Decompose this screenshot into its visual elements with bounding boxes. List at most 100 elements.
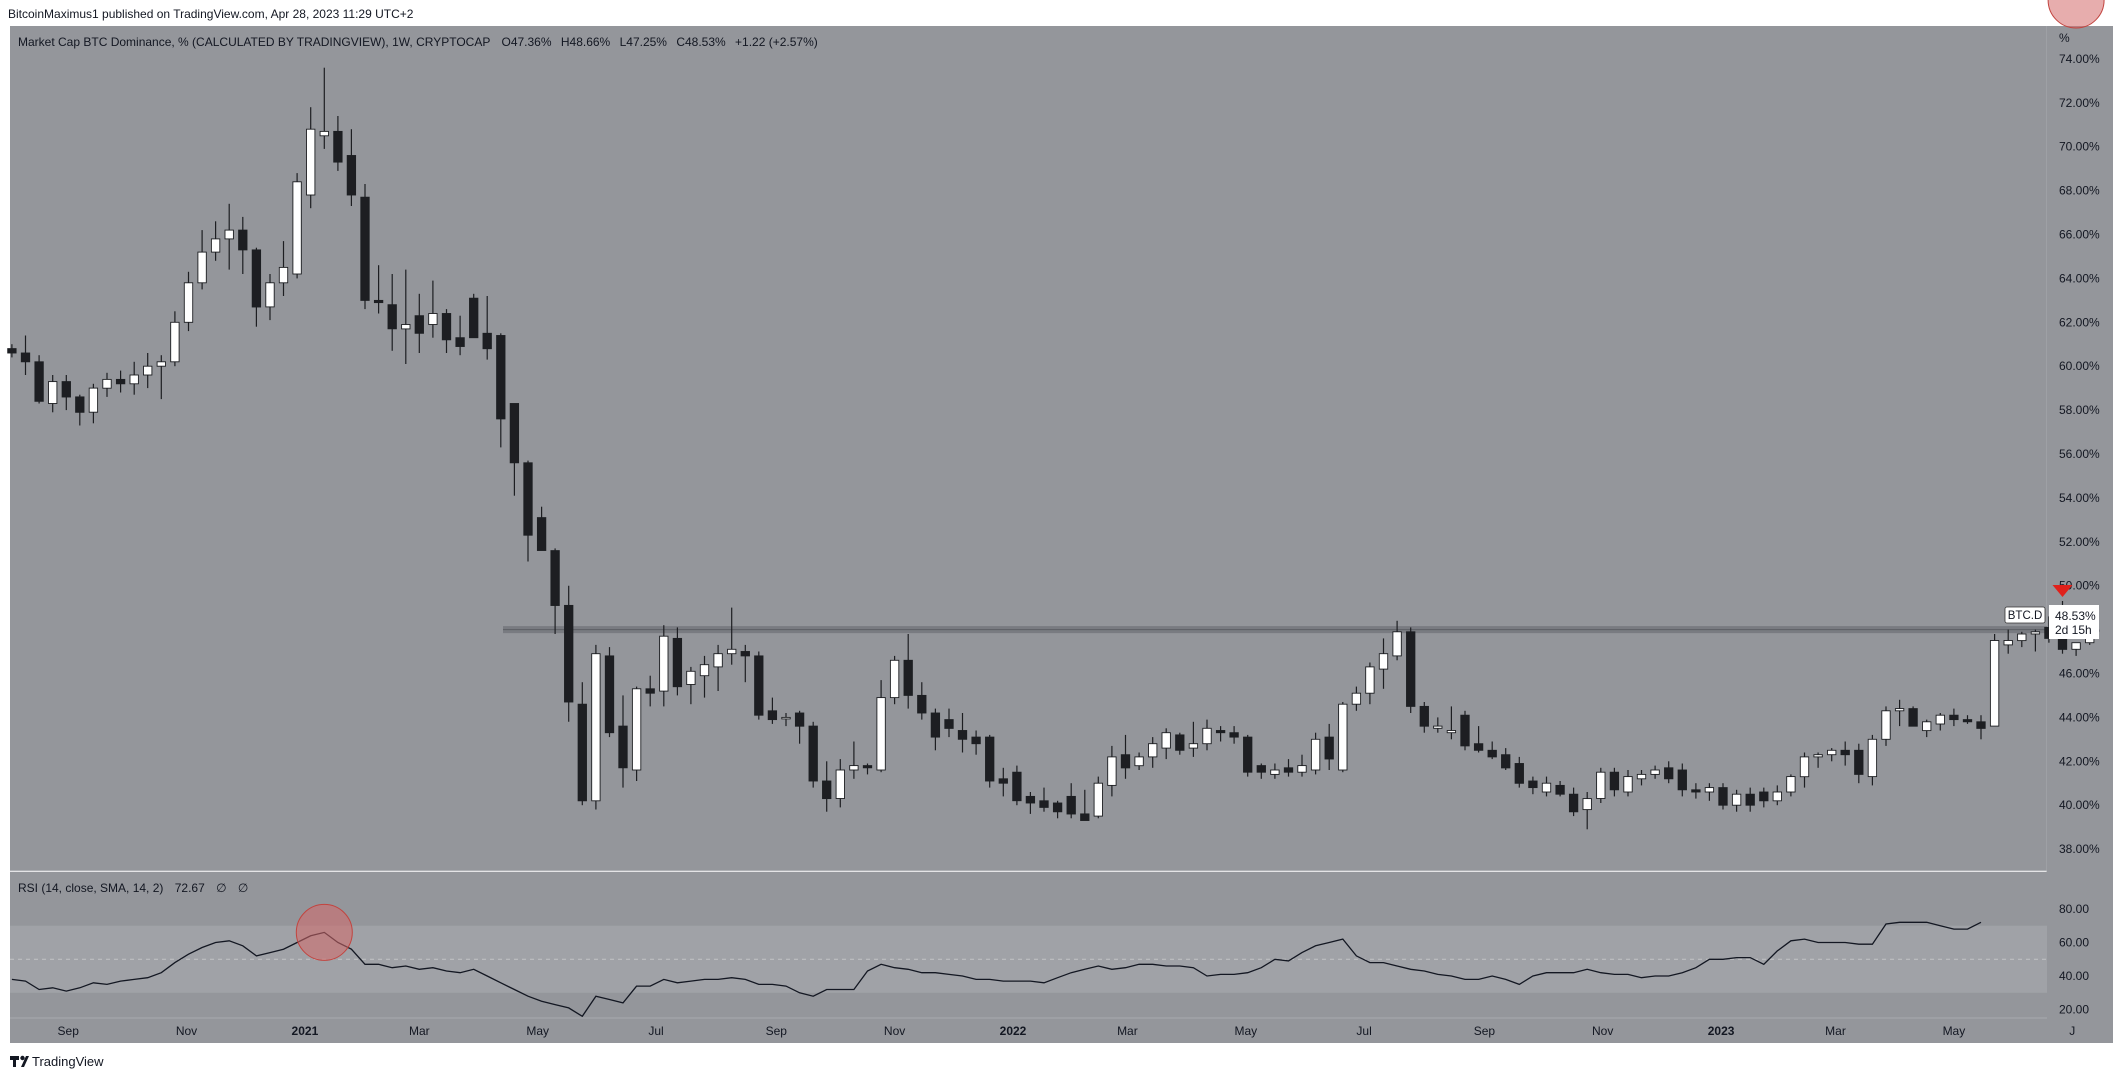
candle[interactable] [1704,783,1715,801]
candle[interactable] [1949,708,1959,727]
candle[interactable] [1120,734,1131,779]
candle[interactable] [767,697,778,724]
candle[interactable] [34,355,44,404]
candle[interactable] [822,761,832,812]
candle[interactable] [238,216,248,274]
candle[interactable] [319,67,329,149]
candle[interactable] [1962,715,1973,724]
candle[interactable] [1052,800,1063,819]
candle[interactable] [1664,761,1674,784]
candle[interactable] [1894,699,1905,727]
candle[interactable] [835,759,845,808]
candle[interactable] [659,625,669,707]
candle[interactable] [75,394,85,426]
candle[interactable] [957,713,968,753]
candle[interactable] [469,293,479,339]
candle[interactable] [699,655,710,698]
candle[interactable] [1039,787,1049,812]
candle[interactable] [1745,787,1755,812]
candle[interactable] [455,315,465,356]
candle[interactable] [1677,763,1687,797]
candle[interactable] [1243,734,1253,777]
candle[interactable] [876,680,886,773]
candle[interactable] [1419,702,1429,733]
candle[interactable] [1501,748,1511,770]
candle[interactable] [143,353,153,389]
candle[interactable] [903,634,913,709]
candle[interactable] [1270,763,1280,779]
candle[interactable] [1840,741,1850,766]
candle[interactable] [604,647,615,738]
candle[interactable] [1351,686,1362,711]
candle[interactable] [1338,702,1348,773]
candle[interactable] [1623,770,1633,797]
candle[interactable] [1473,726,1484,753]
candle[interactable] [1134,752,1144,771]
candle[interactable] [727,607,737,665]
candle[interactable] [1229,726,1239,744]
candle[interactable] [781,713,791,727]
price-axis[interactable] [2047,26,2113,1043]
candle[interactable] [1935,713,1945,731]
candle[interactable] [618,695,628,788]
candle[interactable] [401,269,411,364]
candle[interactable] [1514,756,1524,788]
candle[interactable] [7,344,17,358]
candle[interactable] [48,375,58,413]
candle[interactable] [1310,732,1321,775]
candle[interactable] [1582,792,1592,830]
candle[interactable] [1650,765,1660,779]
candle[interactable] [1989,634,2000,727]
candle[interactable] [754,651,764,720]
candle[interactable] [1012,765,1022,806]
candle[interactable] [360,184,370,310]
candle[interactable] [2030,629,2041,652]
candle[interactable] [509,403,520,496]
candle[interactable] [333,116,343,171]
candle[interactable] [523,460,533,562]
candle[interactable] [1175,732,1185,755]
candle[interactable] [794,710,805,744]
candle[interactable] [414,293,424,353]
candle[interactable] [1460,710,1470,751]
candle[interactable] [1976,715,1986,740]
candle[interactable] [1596,767,1606,803]
candle[interactable] [1786,774,1796,797]
candle[interactable] [1433,717,1443,733]
candle[interactable] [849,741,859,779]
candle[interactable] [2003,629,2013,654]
candle[interactable] [1854,743,1864,784]
candle[interactable] [686,666,696,705]
candle[interactable] [224,203,234,270]
candle[interactable] [1378,638,1389,689]
candle[interactable] [1541,776,1552,797]
candle[interactable] [808,721,818,788]
candle[interactable] [61,375,71,411]
candle[interactable] [2017,631,2027,648]
candle[interactable] [1922,719,1932,738]
candle[interactable] [1528,776,1538,795]
candle[interactable] [577,682,587,806]
candle[interactable] [2071,642,2081,656]
candle[interactable] [550,548,560,634]
candle[interactable] [631,686,642,781]
candle[interactable] [197,230,207,290]
candle[interactable] [183,271,194,332]
tradingview-logo[interactable]: TradingView [10,1054,104,1069]
candle[interactable] [985,734,995,788]
candle[interactable] [265,274,275,321]
candle[interactable] [1107,745,1117,797]
candle[interactable] [20,335,31,376]
candle[interactable] [1636,770,1647,786]
price-pane[interactable] [10,26,2047,871]
candle[interactable] [1813,752,1823,768]
candle[interactable] [1392,620,1402,661]
candle[interactable] [428,280,438,338]
candle[interactable] [713,644,723,691]
candle[interactable] [889,655,900,705]
candle[interactable] [1487,741,1497,760]
candle[interactable] [862,763,873,775]
candle[interactable] [930,708,941,751]
candle[interactable] [346,129,357,206]
candle[interactable] [917,682,927,720]
